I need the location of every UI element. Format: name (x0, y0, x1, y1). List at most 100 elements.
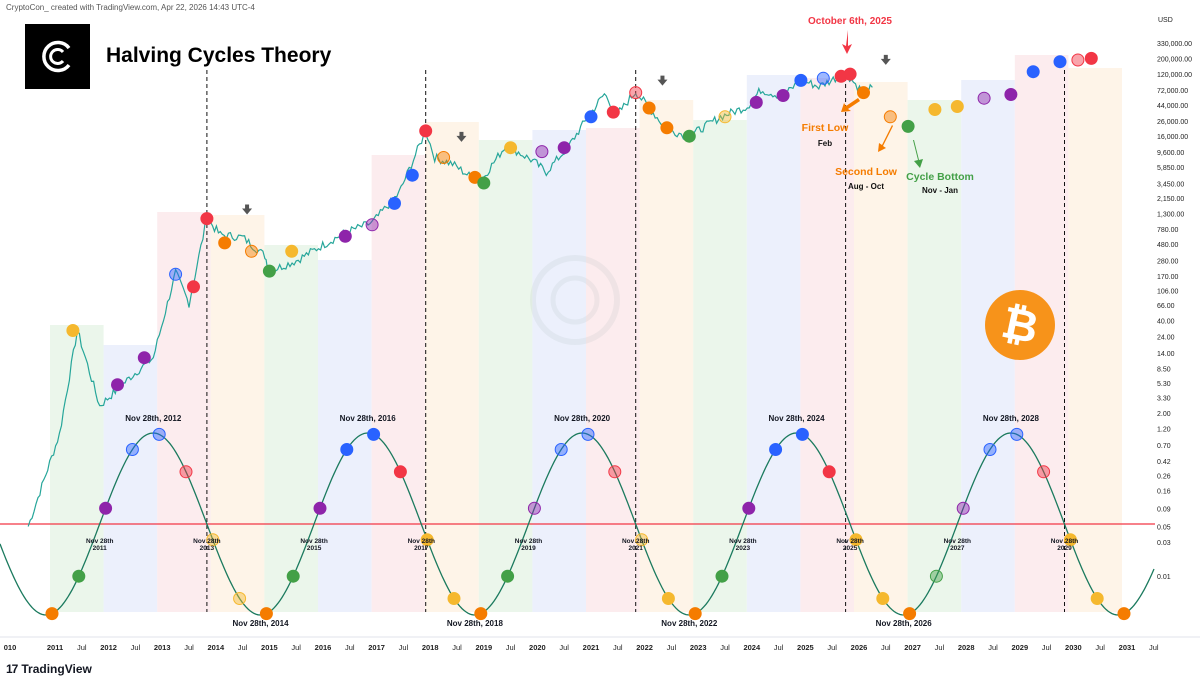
red-cycle-dot (179, 465, 193, 479)
x-tick-label: 2024 (743, 643, 761, 652)
x-tick-label: Jul (881, 643, 891, 652)
red-arrow-icon (842, 30, 852, 54)
crossing-year: 2021 (628, 545, 643, 552)
green-cycle-dot (901, 119, 915, 133)
phase-band (425, 122, 479, 612)
yellow-cycle-dot (950, 100, 964, 113)
arrows (242, 30, 923, 215)
red-cycle-dot (629, 86, 643, 100)
red-cycle-dot (843, 67, 857, 81)
down-arrow-icon (880, 54, 891, 65)
blue-cycle-dot (554, 443, 568, 456)
green-arrow-icon (913, 140, 923, 168)
x-tick-label: 010 (4, 643, 17, 652)
orange-cycle-dot (1117, 607, 1131, 621)
blue-cycle-dot (340, 443, 354, 456)
purple-cycle-dot (527, 501, 541, 515)
x-tick-label: Jul (988, 643, 998, 652)
x-tick-label: Jul (345, 643, 355, 652)
y-tick-label: 2,150.00 (1157, 196, 1184, 203)
y-tick-label: 330,000.00 (1157, 41, 1192, 48)
yellow-cycle-dot (285, 244, 299, 258)
red-cycle-dot (200, 212, 214, 226)
orange-cycle-dot (218, 236, 232, 250)
orange-cycle-dot (903, 607, 917, 621)
wave-date-label: Nov 28th, 2022 (661, 619, 718, 628)
wave-labels: Nov 28th, 2012 Nov 28th, 2016 Nov 28th, 20… (86, 414, 1078, 628)
cycle-wave (0, 432, 1155, 616)
x-tick-label: 2020 (529, 643, 546, 652)
x-tick-label: Jul (291, 643, 301, 652)
red-cycle-dot (419, 124, 433, 138)
orange-cycle-dot (642, 101, 656, 115)
blue-cycle-dot (125, 443, 139, 456)
y-tick-label: 0.05 (1157, 524, 1171, 531)
phase-band (746, 75, 801, 612)
x-tick-label: 2022 (636, 643, 653, 652)
crossing-year: 2019 (521, 545, 536, 552)
y-tick-label: 200,000.00 (1157, 56, 1192, 63)
x-tick-label: 2021 (583, 643, 600, 652)
yellow-cycle-dot (206, 533, 220, 547)
red-cycle-dot (606, 105, 620, 119)
x-tick-label: 2030 (1065, 643, 1082, 652)
crossing-label: Nov 28th (836, 538, 863, 545)
cycle-bottom-when: Nov - Jan (922, 186, 958, 195)
blue-cycle-dot (367, 427, 381, 441)
x-tick-label: Jul (667, 643, 677, 652)
x-tick-label: Jul (774, 643, 784, 652)
orange-cycle-dot (688, 607, 702, 621)
x-axis: 010 2011 Jul 2012 Jul 2013 Jul 2014 Jul 2015 Jul 20… (0, 636, 1200, 652)
y-tick-label: 9,600.00 (1157, 150, 1184, 157)
crossing-label: Nov 28th (944, 538, 971, 545)
phase-band (103, 345, 158, 612)
crossing-label: Nov 28th (86, 538, 113, 545)
blue-cycle-dot (983, 443, 997, 456)
green-cycle-dot (477, 176, 491, 190)
x-tick-label: Jul (827, 643, 837, 652)
red-cycle-dot (822, 465, 836, 479)
blue-cycle-dot (581, 427, 595, 441)
yellow-cycle-dot (66, 324, 80, 337)
orange-cycle-dot (45, 607, 59, 621)
crossing-year: 2023 (736, 545, 751, 552)
x-tick-label: Jul (452, 643, 462, 652)
phase-band (586, 128, 640, 612)
red-cycle-dot (1071, 53, 1085, 67)
yellow-cycle-dot (233, 592, 247, 605)
second-low-when: Aug - Oct (848, 182, 884, 191)
blue-cycle-dot (795, 427, 809, 441)
first-low-when: Feb (818, 139, 832, 148)
yellow-cycle-dot (876, 592, 890, 605)
phase-band (318, 260, 372, 612)
y-tick-label: 0.01 (1157, 574, 1171, 581)
y-tick-label: 0.16 (1157, 489, 1171, 496)
x-tick-label: Jul (184, 643, 194, 652)
crossing-year: 2025 (843, 545, 858, 552)
x-tick-label: Jul (506, 643, 516, 652)
y-tick-label: 106.00 (1157, 289, 1179, 296)
phase-band (532, 130, 586, 612)
crossing-year: 2013 (200, 545, 215, 552)
crossing-year: 2015 (307, 545, 322, 552)
x-tick-label: 2023 (690, 643, 707, 652)
purple-cycle-dot (742, 501, 756, 515)
chart-title: Halving Cycles Theory (106, 44, 332, 67)
y-tick-label: 780.00 (1157, 227, 1179, 234)
tradingview-icon[interactable]: 17 TradingView (6, 662, 92, 676)
purple-cycle-dot (338, 229, 352, 243)
red-cycle-dot (1037, 465, 1051, 479)
wave-date-label: Nov 28th, 2018 (447, 619, 504, 628)
red-cycle-dot (608, 465, 622, 479)
purple-cycle-dot (1004, 88, 1018, 101)
wave-date-label: Nov 28th, 2028 (983, 414, 1040, 423)
cycle-dots (45, 51, 1131, 621)
orange-arrow-icon (841, 98, 860, 112)
x-tick-label: 2025 (797, 643, 814, 652)
y-tick-label: 26,000.00 (1157, 119, 1188, 126)
phase-band (800, 78, 854, 612)
yellow-cycle-dot (420, 533, 434, 547)
x-tick-label: 2014 (207, 643, 225, 652)
crossing-year: 2011 (93, 545, 107, 552)
crossing-label: Nov 28th (515, 538, 542, 545)
